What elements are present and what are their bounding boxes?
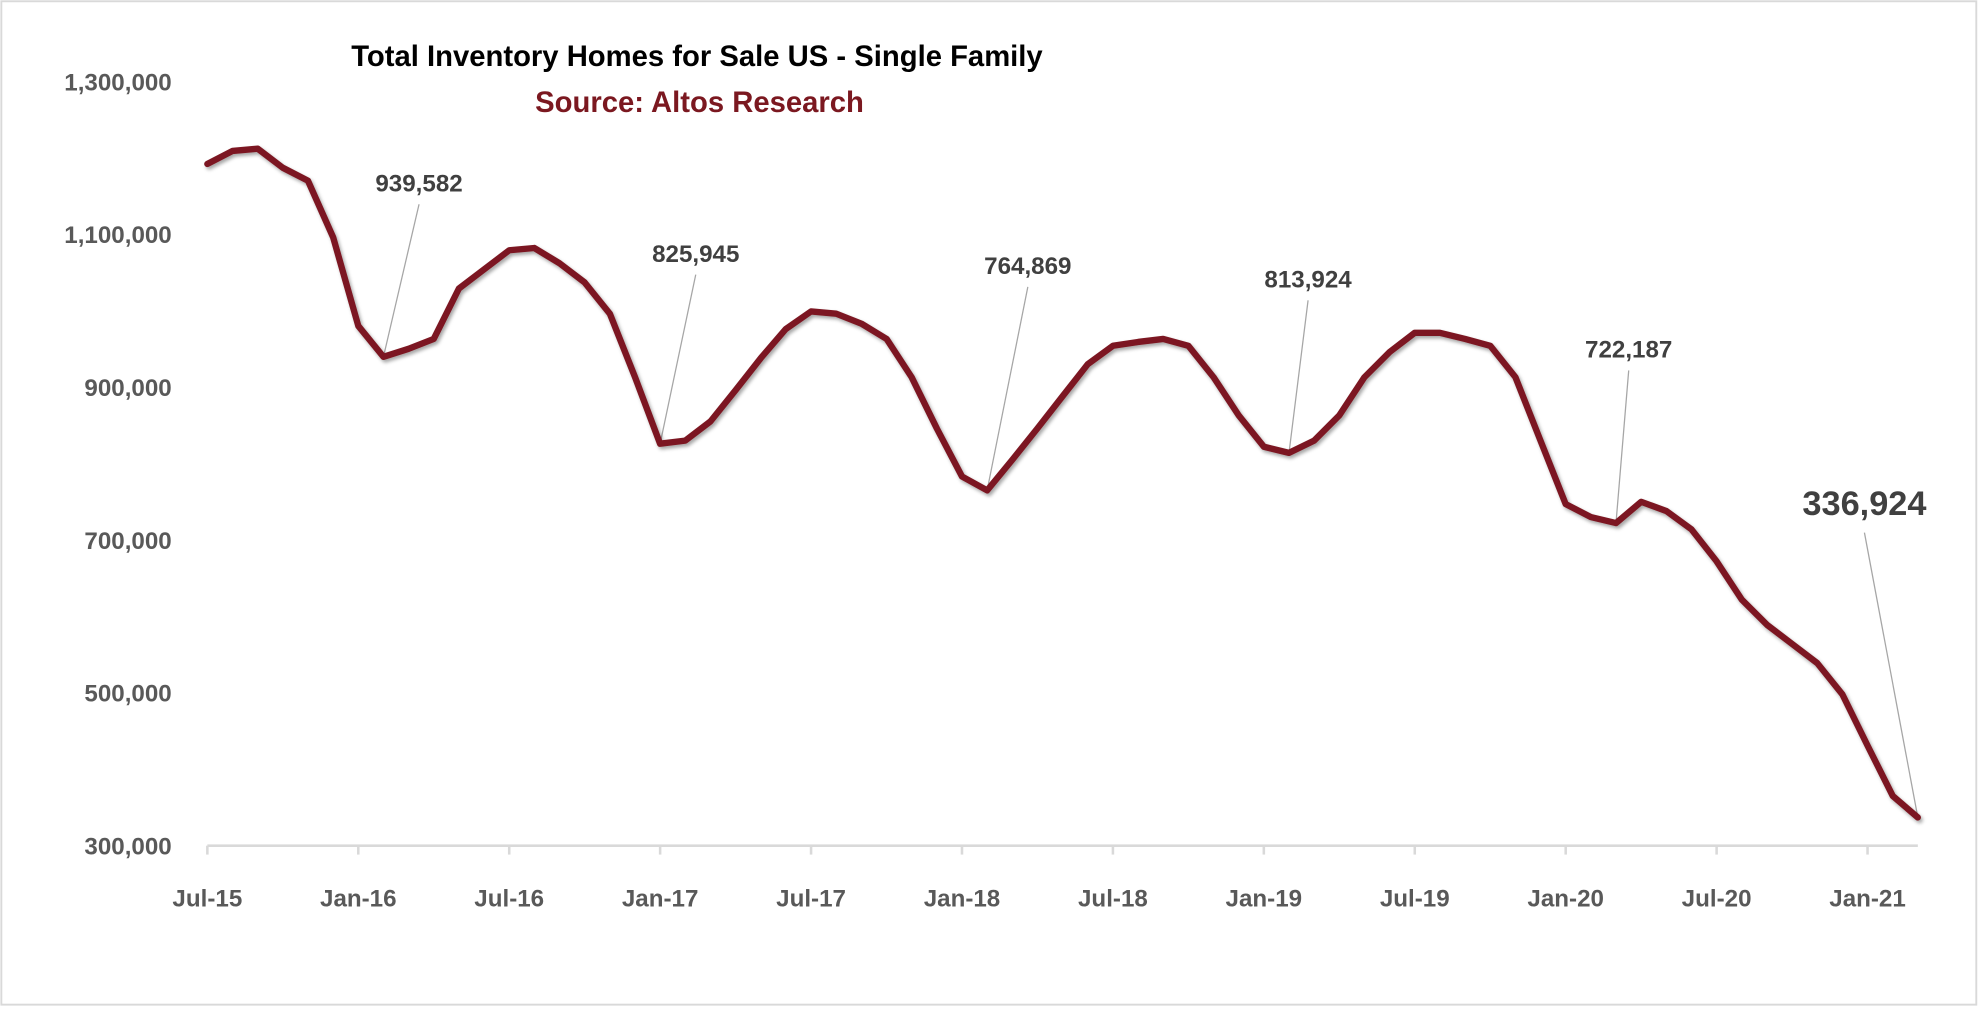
annotation-leader-line xyxy=(659,274,697,444)
chart-title: Total Inventory Homes for Sale US - Sing… xyxy=(351,41,1043,73)
x-tick-label: Jan-19 xyxy=(1226,886,1303,913)
y-tick-label: 700,000 xyxy=(84,528,171,555)
x-tick-label: Jul-17 xyxy=(776,886,846,913)
annotation-leader-line xyxy=(1863,532,1919,818)
annotation-leaders xyxy=(382,204,1919,818)
y-axis-ticks: 1,300,000 1,100,000 900,000 700,000 500,000 3… xyxy=(64,69,171,860)
y-tick-label: 300,000 xyxy=(84,834,171,861)
annotation-label: 722,187 xyxy=(1585,337,1672,364)
x-tick-label: Jul-19 xyxy=(1380,886,1450,913)
y-tick-label: 1,100,000 xyxy=(64,222,171,249)
x-axis: Jul-15 Jan-16 Jul-16 Jan-17 Jul-17 Jan-18 Jul-… xyxy=(172,844,1918,913)
x-tick-label: Jan-16 xyxy=(320,886,397,913)
annotation-leader-line xyxy=(382,204,420,357)
annotation-label: 764,869 xyxy=(984,253,1071,280)
y-tick-label: 1,300,000 xyxy=(64,69,171,96)
x-tick-label: Jul-15 xyxy=(172,886,242,913)
x-tick-label: Jan-18 xyxy=(924,886,1001,913)
inventory-series-line xyxy=(204,145,1921,821)
annotation-leader-line xyxy=(1288,300,1309,453)
x-tick-label: Jan-17 xyxy=(622,886,699,913)
x-tick-label: Jul-18 xyxy=(1078,886,1148,913)
annotation-label: 825,945 xyxy=(652,241,739,268)
annotation-leader-line xyxy=(1615,370,1630,524)
annotation-label: 336,924 xyxy=(1802,485,1926,523)
annotation-label: 813,924 xyxy=(1264,267,1352,294)
x-tick-label: Jan-21 xyxy=(1829,886,1906,913)
y-tick-label: 500,000 xyxy=(84,681,171,708)
x-tick-label: Jan-20 xyxy=(1527,886,1604,913)
x-tick-label: Jul-16 xyxy=(474,886,544,913)
x-tick-label: Jul-20 xyxy=(1682,886,1752,913)
chart-subtitle: Source: Altos Research xyxy=(535,87,864,119)
y-tick-label: 900,000 xyxy=(84,375,171,402)
annotation-leader-line xyxy=(986,286,1029,491)
annotation-label: 939,582 xyxy=(375,171,462,198)
annotations: 939,582 825,945 764,869 813,924 722,187 336,9… xyxy=(375,171,1926,523)
